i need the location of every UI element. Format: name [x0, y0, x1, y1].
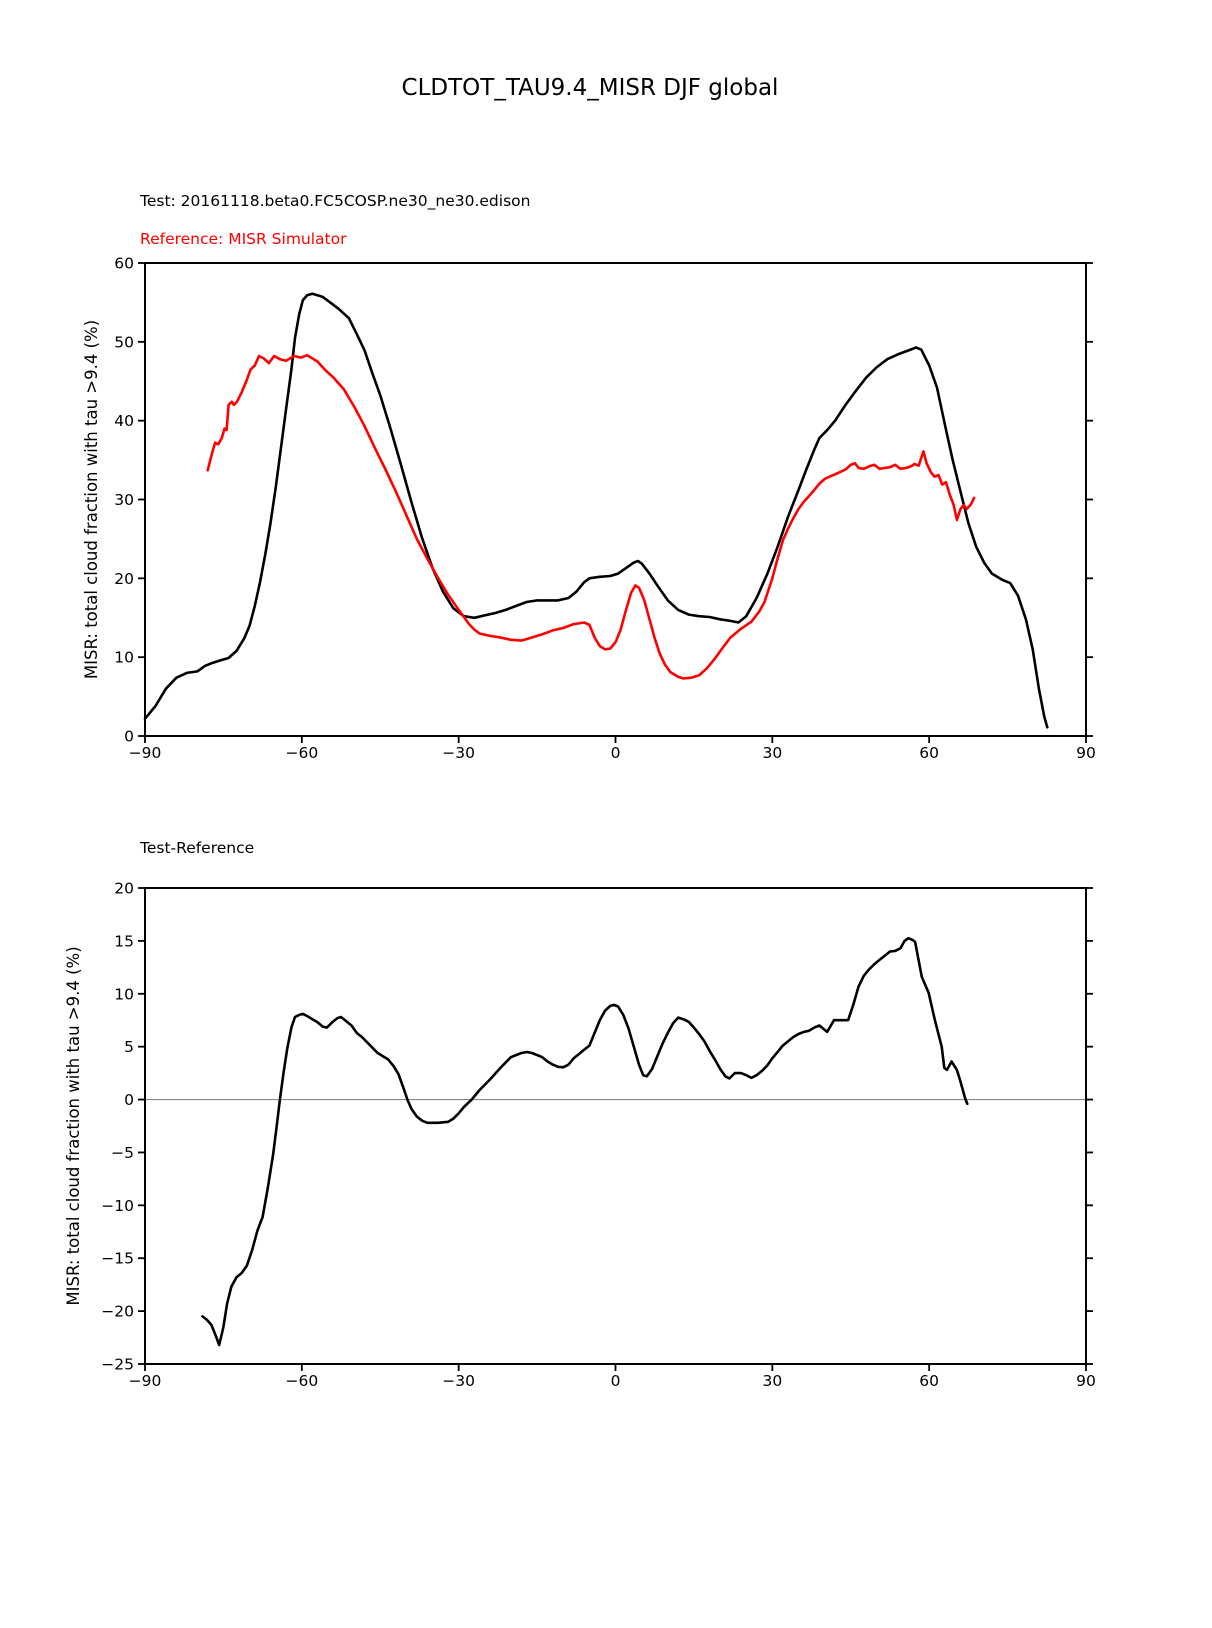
y-axis-label: MISR: total cloud fraction with tau >9.4…: [64, 946, 83, 1305]
x-tick-label: 0: [611, 1372, 621, 1390]
x-tick-label: 90: [1076, 744, 1096, 762]
x-tick-label: −60: [285, 1372, 318, 1390]
y-tick-label: −15: [101, 1250, 134, 1268]
axes-box: [144, 262, 1087, 737]
x-tick-label: 60: [919, 744, 939, 762]
axes-box: [144, 887, 1087, 1365]
test-line: [143, 292, 1049, 729]
x-tick-label: −90: [129, 744, 162, 762]
top-chart: −90 −60 −30 0 30 60 90 0 10 20 30 40 50 60 MISR: total…: [82, 255, 1096, 763]
x-tick-label: −30: [442, 1372, 475, 1390]
diff-line: [201, 936, 969, 1347]
x-tick-label: 30: [762, 744, 782, 762]
y-tick-label: 40: [114, 412, 134, 430]
test-series-label: Test: 20161118.beta0.FC5COSP.ne30_ne30.e…: [140, 192, 531, 210]
y-tick-label: −10: [101, 1197, 134, 1215]
y-tick-label: 20: [114, 880, 134, 898]
y-tick-label: 60: [114, 255, 134, 273]
y-tick-label: −5: [111, 1144, 134, 1162]
reference-series-label: Reference: MISR Simulator: [140, 230, 347, 248]
y-tick-label: 20: [114, 570, 134, 588]
y-tick-label: 0: [124, 728, 134, 746]
y-tick-label: 10: [114, 985, 134, 1003]
page-title: CLDTOT_TAU9.4_MISR DJF global: [401, 75, 779, 101]
x-tick-label: 0: [611, 744, 621, 762]
y-axis-label: MISR: total cloud fraction with tau >9.4…: [82, 320, 101, 679]
x-tick-label: −90: [129, 1372, 162, 1390]
x-tick-label: −30: [442, 744, 475, 762]
y-tick-label: 15: [114, 932, 134, 950]
y-tick-label: 10: [114, 649, 134, 667]
y-tick-label: 30: [114, 491, 134, 509]
y-tick-label: −20: [101, 1303, 134, 1321]
reference-line: [206, 353, 976, 680]
diff-chart-title: Test-Reference: [140, 839, 255, 857]
y-tick-label: 5: [124, 1038, 134, 1056]
x-tick-label: 60: [919, 1372, 939, 1390]
bottom-chart: −90 −60 −30 0 30 60 90 −25 −20 −15 −10 −5 0 5 10 15 20 MI…: [64, 880, 1096, 1391]
y-tick-label: 0: [124, 1091, 134, 1109]
x-tick-label: −60: [285, 744, 318, 762]
y-tick-label: 50: [114, 333, 134, 351]
x-tick-label: 90: [1076, 1372, 1096, 1390]
y-tick-label: −25: [101, 1356, 134, 1374]
x-tick-label: 30: [762, 1372, 782, 1390]
